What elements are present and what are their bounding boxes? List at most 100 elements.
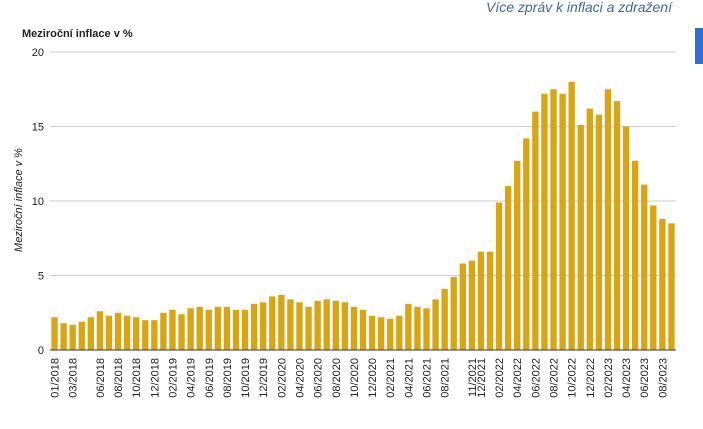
bar <box>341 302 349 350</box>
x-tick-label: 04/2023 <box>621 358 633 398</box>
bar <box>314 300 321 350</box>
bar <box>486 251 494 350</box>
bar <box>650 205 657 350</box>
x-tick-label: 08/2019 <box>222 358 234 398</box>
bar <box>550 89 557 350</box>
bar <box>260 302 267 350</box>
bar <box>586 108 593 351</box>
y-tick-label: 10 <box>32 196 44 208</box>
bar <box>350 306 358 350</box>
bar <box>414 306 421 350</box>
bar <box>368 315 376 350</box>
bar <box>477 251 485 350</box>
chart-title: Meziroční inflace v % <box>22 28 133 40</box>
bar <box>568 81 575 351</box>
bar <box>151 320 158 350</box>
news-link[interactable]: Více zpráv k inflaci a zdražení <box>486 0 674 15</box>
bar <box>595 114 603 350</box>
bar <box>69 324 76 350</box>
bar <box>214 306 222 350</box>
bar <box>504 186 512 350</box>
bar <box>241 309 249 350</box>
y-axis-label: Meziroční inflace v % <box>13 148 25 252</box>
x-tick-label: 01/2018 <box>50 358 62 398</box>
bar <box>187 308 194 350</box>
x-tick-label: 06/2023 <box>639 358 651 398</box>
x-tick-label: 04/2022 <box>512 358 524 398</box>
y-tick-label: 5 <box>38 271 44 283</box>
y-tick-label: 20 <box>32 47 44 59</box>
bar <box>96 311 104 350</box>
bar <box>541 93 548 350</box>
x-tick-label: 08/2018 <box>113 358 125 398</box>
bar <box>296 302 303 350</box>
x-tick-label: 02/2019 <box>167 358 179 398</box>
bar <box>514 160 521 350</box>
bar <box>441 288 448 350</box>
bar <box>169 309 176 350</box>
bar <box>305 306 312 350</box>
bar <box>613 101 621 350</box>
bar <box>196 306 203 350</box>
bar <box>523 138 530 350</box>
side-tab <box>695 28 703 64</box>
x-tick-label: 12/2022 <box>585 358 597 398</box>
bar <box>142 320 149 350</box>
bar <box>205 309 212 350</box>
bar <box>396 315 403 350</box>
bar <box>87 317 95 350</box>
bar <box>269 296 276 350</box>
bar <box>668 223 675 350</box>
bar <box>405 303 412 350</box>
x-tick-label: 06/2019 <box>204 358 216 398</box>
x-tick-label: 08/2021 <box>440 358 452 398</box>
bar <box>559 93 566 350</box>
bar <box>604 89 612 350</box>
x-tick-label: 02/2022 <box>494 358 506 398</box>
bar <box>105 315 113 350</box>
x-tick-label: 12/2020 <box>367 358 379 398</box>
bar <box>577 125 584 350</box>
x-tick-label: 10/2019 <box>240 358 252 398</box>
x-tick-label: 02/2021 <box>385 358 397 398</box>
x-tick-label: 06/2020 <box>313 358 325 398</box>
x-tick-label: 08/2022 <box>549 358 561 398</box>
bar <box>223 306 231 350</box>
bar <box>278 294 285 350</box>
x-tick-label: 08/2020 <box>331 358 343 398</box>
bar <box>631 160 639 350</box>
bar <box>114 312 122 350</box>
bar <box>468 260 476 350</box>
bar <box>622 126 630 350</box>
bar <box>51 317 58 350</box>
bar <box>60 323 67 350</box>
bar <box>123 315 131 350</box>
bar <box>641 184 648 350</box>
bar <box>250 303 258 350</box>
bar <box>450 276 457 350</box>
bar <box>178 314 185 350</box>
bar <box>232 309 240 350</box>
bar <box>659 218 666 350</box>
x-tick-label: 06/2021 <box>422 358 434 398</box>
x-tick-label: 11/2021 <box>467 358 479 397</box>
bar <box>78 321 85 350</box>
x-tick-label: 12/2021 <box>476 358 488 398</box>
y-tick-label: 0 <box>38 345 44 357</box>
x-tick-label: 10/2018 <box>131 358 143 398</box>
bar <box>160 312 167 350</box>
bar <box>432 299 439 350</box>
x-tick-label: 06/2022 <box>530 358 542 398</box>
x-tick-label: 12/2018 <box>149 358 161 398</box>
x-tick-label: 10/2022 <box>567 358 579 398</box>
x-tick-label: 03/2018 <box>68 358 80 398</box>
bar <box>459 263 466 350</box>
x-tick-label: 10/2020 <box>349 358 361 398</box>
bar <box>495 202 503 350</box>
x-tick-label: 12/2019 <box>258 358 270 398</box>
y-tick-label: 15 <box>32 122 44 134</box>
bar <box>332 300 339 350</box>
bar <box>377 317 385 350</box>
x-tick-label: 02/2020 <box>276 358 288 398</box>
